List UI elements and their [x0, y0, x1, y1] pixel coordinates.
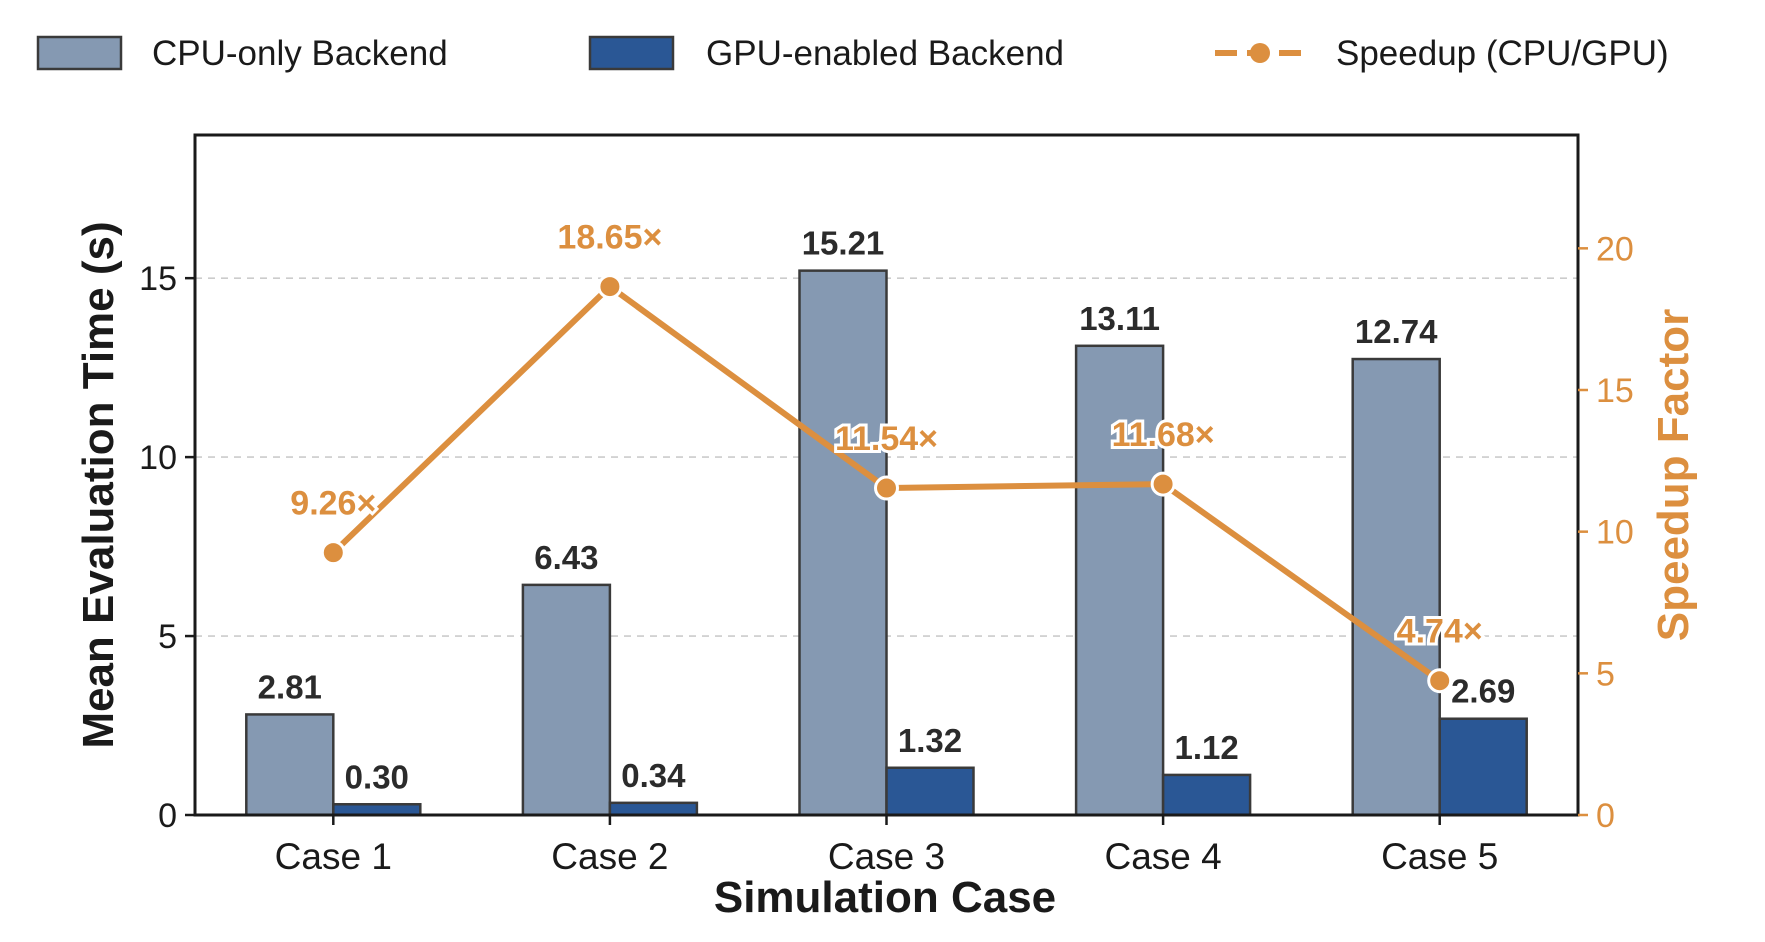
gpu-value-label: 2.69	[1451, 673, 1515, 710]
y2-tick-label: 5	[1596, 655, 1615, 693]
y-axis-title: Mean Evaluation Time (s)	[74, 221, 123, 748]
gpu-value-label: 0.34	[621, 757, 686, 794]
y-tick-label: 15	[139, 260, 177, 298]
legend-swatch-cpu	[36, 35, 123, 71]
x-tick-label: Case 5	[1381, 836, 1498, 877]
y2-tick-label: 10	[1596, 514, 1634, 552]
x-tick-label: Case 2	[551, 836, 668, 877]
speedup-value-label: 4.74×	[1397, 613, 1483, 651]
bar-gpu	[332, 803, 422, 817]
speedup-point	[1427, 668, 1453, 694]
x-tick-label: Case 4	[1104, 836, 1221, 877]
cpu-value-label: 13.11	[1079, 300, 1160, 337]
cpu-value-label: 12.74	[1355, 313, 1438, 350]
bar-gpu	[608, 801, 699, 817]
y2-axis-title: Speedup Factor	[1649, 309, 1698, 642]
speedup-value-label: 18.65×	[557, 219, 662, 257]
speedup-value-label: 11.68×	[1112, 416, 1215, 454]
legend-label-gpu: GPU-enabled Backend	[706, 34, 1064, 73]
speedup-line-group	[320, 274, 1453, 694]
bars	[245, 269, 1528, 817]
bar-gpu	[1438, 717, 1528, 817]
gpu-value-label: 1.12	[1174, 729, 1238, 766]
speedup-point	[320, 540, 346, 566]
cpu-value-label: 2.81	[258, 668, 322, 705]
bar-cpu	[1351, 357, 1441, 817]
y-tick-label: 5	[158, 618, 177, 656]
y-tick-label: 0	[158, 797, 177, 835]
legend: CPU-only Backend GPU-enabled Backend Speed…	[36, 34, 1669, 73]
speedup-point	[597, 274, 623, 300]
cpu-value-label: 15.21	[802, 225, 885, 262]
bar-gpu	[1161, 773, 1252, 817]
x-axis-title: Simulation Case	[714, 873, 1056, 922]
speedup-value-label: 11.54×	[835, 420, 938, 458]
axes: 0 5 10 15 0 5 10 15 20 Case 1 Case 2 Case 3 Case 4 Ca…	[139, 230, 1634, 877]
y2-tick-label: 20	[1596, 230, 1634, 268]
gpu-value-label: 1.32	[898, 722, 962, 759]
legend-label-speedup: Speedup (CPU/GPU)	[1336, 34, 1669, 73]
cpu-value-label: 6.43	[534, 539, 598, 576]
x-tick-label: Case 3	[828, 836, 945, 877]
gpu-value-label: 0.30	[345, 758, 409, 795]
x-tick-label: Case 1	[275, 836, 392, 877]
legend-swatch-gpu	[588, 35, 675, 71]
bar-cpu	[798, 269, 888, 817]
legend-label-cpu: CPU-only Backend	[152, 34, 448, 73]
speedup-point	[874, 475, 899, 501]
y2-tick-label: 15	[1596, 372, 1634, 410]
speedup-point	[1150, 471, 1176, 497]
bar-gpu	[885, 766, 975, 817]
data-labels: 2.81 0.30 6.43 0.34 15.21 1.32 13.11 1.12 12.74 2…	[258, 216, 1516, 796]
legend-marker-speedup	[1250, 43, 1270, 63]
y2-tick-label: 0	[1596, 797, 1615, 835]
bar-cpu	[245, 713, 335, 817]
bar-cpu	[521, 583, 612, 817]
y-tick-label: 10	[139, 439, 177, 477]
bar-cpu	[1074, 344, 1165, 817]
speedup-value-label: 9.26×	[290, 485, 376, 523]
